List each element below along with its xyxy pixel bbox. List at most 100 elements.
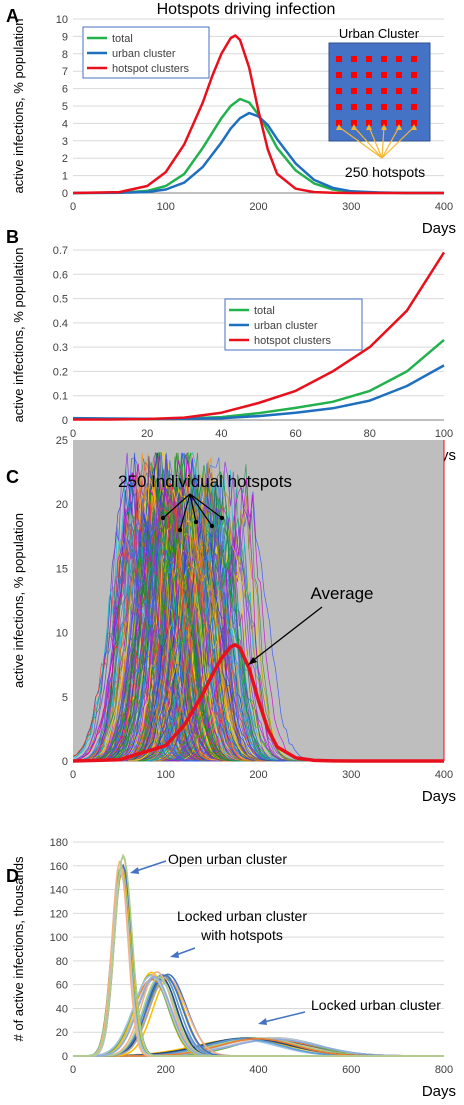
hotspot-dot [336, 88, 342, 94]
annotation-arrow [263, 1011, 306, 1023]
hotspot-line [131, 553, 279, 762]
annotation-arrow [189, 493, 213, 527]
arrowhead [258, 1018, 267, 1025]
hotspot-arrow [381, 126, 385, 159]
y-tick-label: 4 [62, 118, 68, 130]
legend-entry: hotspot clusters [112, 63, 190, 75]
series-line [73, 251, 446, 421]
hotspot-line [117, 495, 235, 762]
hotspot-dot [351, 56, 357, 62]
hotspot-arrow [368, 126, 383, 159]
arrowhead [177, 527, 183, 533]
hotspot-dot [381, 120, 387, 126]
hotspot-dot [351, 88, 357, 94]
hotspot-line [97, 479, 192, 762]
hotspot-dot [366, 104, 372, 110]
y-tick-label: 5 [62, 692, 68, 704]
hotspot-dot [336, 56, 342, 62]
annotation-hotspots: 250 Individual hotspots [118, 472, 292, 491]
panel-d: 0 20 40 60 80 100 120 140 160 180 0 200 400 600 800 Day… [6, 837, 456, 1100]
legend-entry: hotspot clusters [254, 335, 332, 347]
arrowhead [209, 523, 215, 529]
hotspot-line [94, 514, 198, 762]
annotation-average: Average [310, 584, 373, 603]
x-tick-label: 400 [435, 201, 453, 213]
hotspot-dot [336, 104, 342, 110]
annotation-open: Open urban cluster [168, 851, 287, 867]
x-tick-label: 0 [70, 769, 76, 781]
annotation-locked-hotspots: Locked urban cluster [177, 908, 307, 924]
y-tick-label: 0 [62, 1051, 68, 1063]
y-tick-label: 0 [62, 756, 68, 768]
curve-line [73, 976, 444, 1057]
x-tick-label: 100 [157, 769, 175, 781]
series-line [72, 364, 445, 421]
x-tick-label: 60 [289, 428, 301, 440]
y-tick-label: 25 [56, 435, 68, 447]
hotspot-dot [411, 88, 417, 94]
individual-hotspot-lines [72, 451, 331, 762]
hotspot-dot [351, 104, 357, 110]
hotspot-dot [381, 72, 387, 78]
arrowhead [381, 124, 387, 130]
y-tick-label: 0.4 [53, 318, 68, 330]
inset-urban-cluster: Urban Cluster 250 hotspots [328, 26, 431, 180]
panel-b: 00.10.20.30.40.50.60.7020406080100Daysac… [6, 227, 456, 464]
hotspot-line [108, 534, 223, 762]
y-tick-label: 10 [56, 628, 68, 640]
hotspot-dot [411, 72, 417, 78]
x-tick-label: 20 [141, 428, 153, 440]
y-tick-label: 6 [62, 84, 68, 96]
x-tick-label: 600 [342, 1064, 360, 1076]
series-line [72, 111, 444, 195]
x-tick-label: 100 [435, 428, 453, 440]
inset-title: Urban Cluster [339, 26, 420, 41]
hotspot-line [160, 514, 287, 762]
arrowhead [411, 124, 417, 130]
panel-letter: B [6, 227, 19, 247]
hotspot-dot [366, 120, 372, 126]
hotspot-arrow [338, 126, 383, 159]
hotspot-line [94, 520, 209, 762]
y-tick-label: 0.6 [53, 269, 68, 281]
annotation-arrow [189, 493, 197, 523]
y-tick-label: 180 [50, 837, 68, 849]
hotspot-line [81, 472, 180, 762]
legend-entry: total [112, 33, 133, 45]
arrowhead [336, 124, 342, 130]
legend-entry: urban cluster [112, 48, 176, 60]
x-tick-label: 300 [342, 201, 360, 213]
y-tick-label: 100 [50, 932, 68, 944]
hotspot-dot [396, 56, 402, 62]
hotspot-line [135, 530, 292, 762]
y-tick-label: 160 [50, 861, 68, 873]
x-tick-label: 0 [70, 201, 76, 213]
hotspot-line [139, 497, 307, 762]
arrowhead [351, 124, 357, 130]
x-tick-label: 100 [157, 201, 175, 213]
x-tick-label: 40 [215, 428, 227, 440]
y-tick-label: 10 [56, 14, 68, 26]
hotspot-dot [351, 72, 357, 78]
figure-title: Hotspots driving infection [157, 1, 336, 18]
series-line [72, 34, 444, 195]
hotspot-dot [411, 120, 417, 126]
hotspot-line [74, 503, 203, 762]
x-tick-label: 400 [249, 1064, 267, 1076]
hotspot-dot [396, 120, 402, 126]
series-line [72, 338, 445, 421]
y-tick-label: 60 [56, 980, 68, 992]
x-tick-label: 400 [435, 769, 453, 781]
hotspot-line [161, 474, 265, 762]
arrowhead [170, 951, 179, 958]
hotspot-line [156, 469, 251, 762]
y-axis-label: # of active infections, thousands [11, 856, 26, 1042]
hotspot-dot [411, 56, 417, 62]
x-tick-label: 0 [70, 1064, 76, 1076]
hotspot-arrow [381, 126, 400, 159]
y-axis-label: active infections, % population [11, 248, 26, 423]
y-axis-label: active infections, % population [11, 513, 26, 688]
arrowhead [248, 657, 257, 665]
hotspot-line [90, 454, 255, 762]
